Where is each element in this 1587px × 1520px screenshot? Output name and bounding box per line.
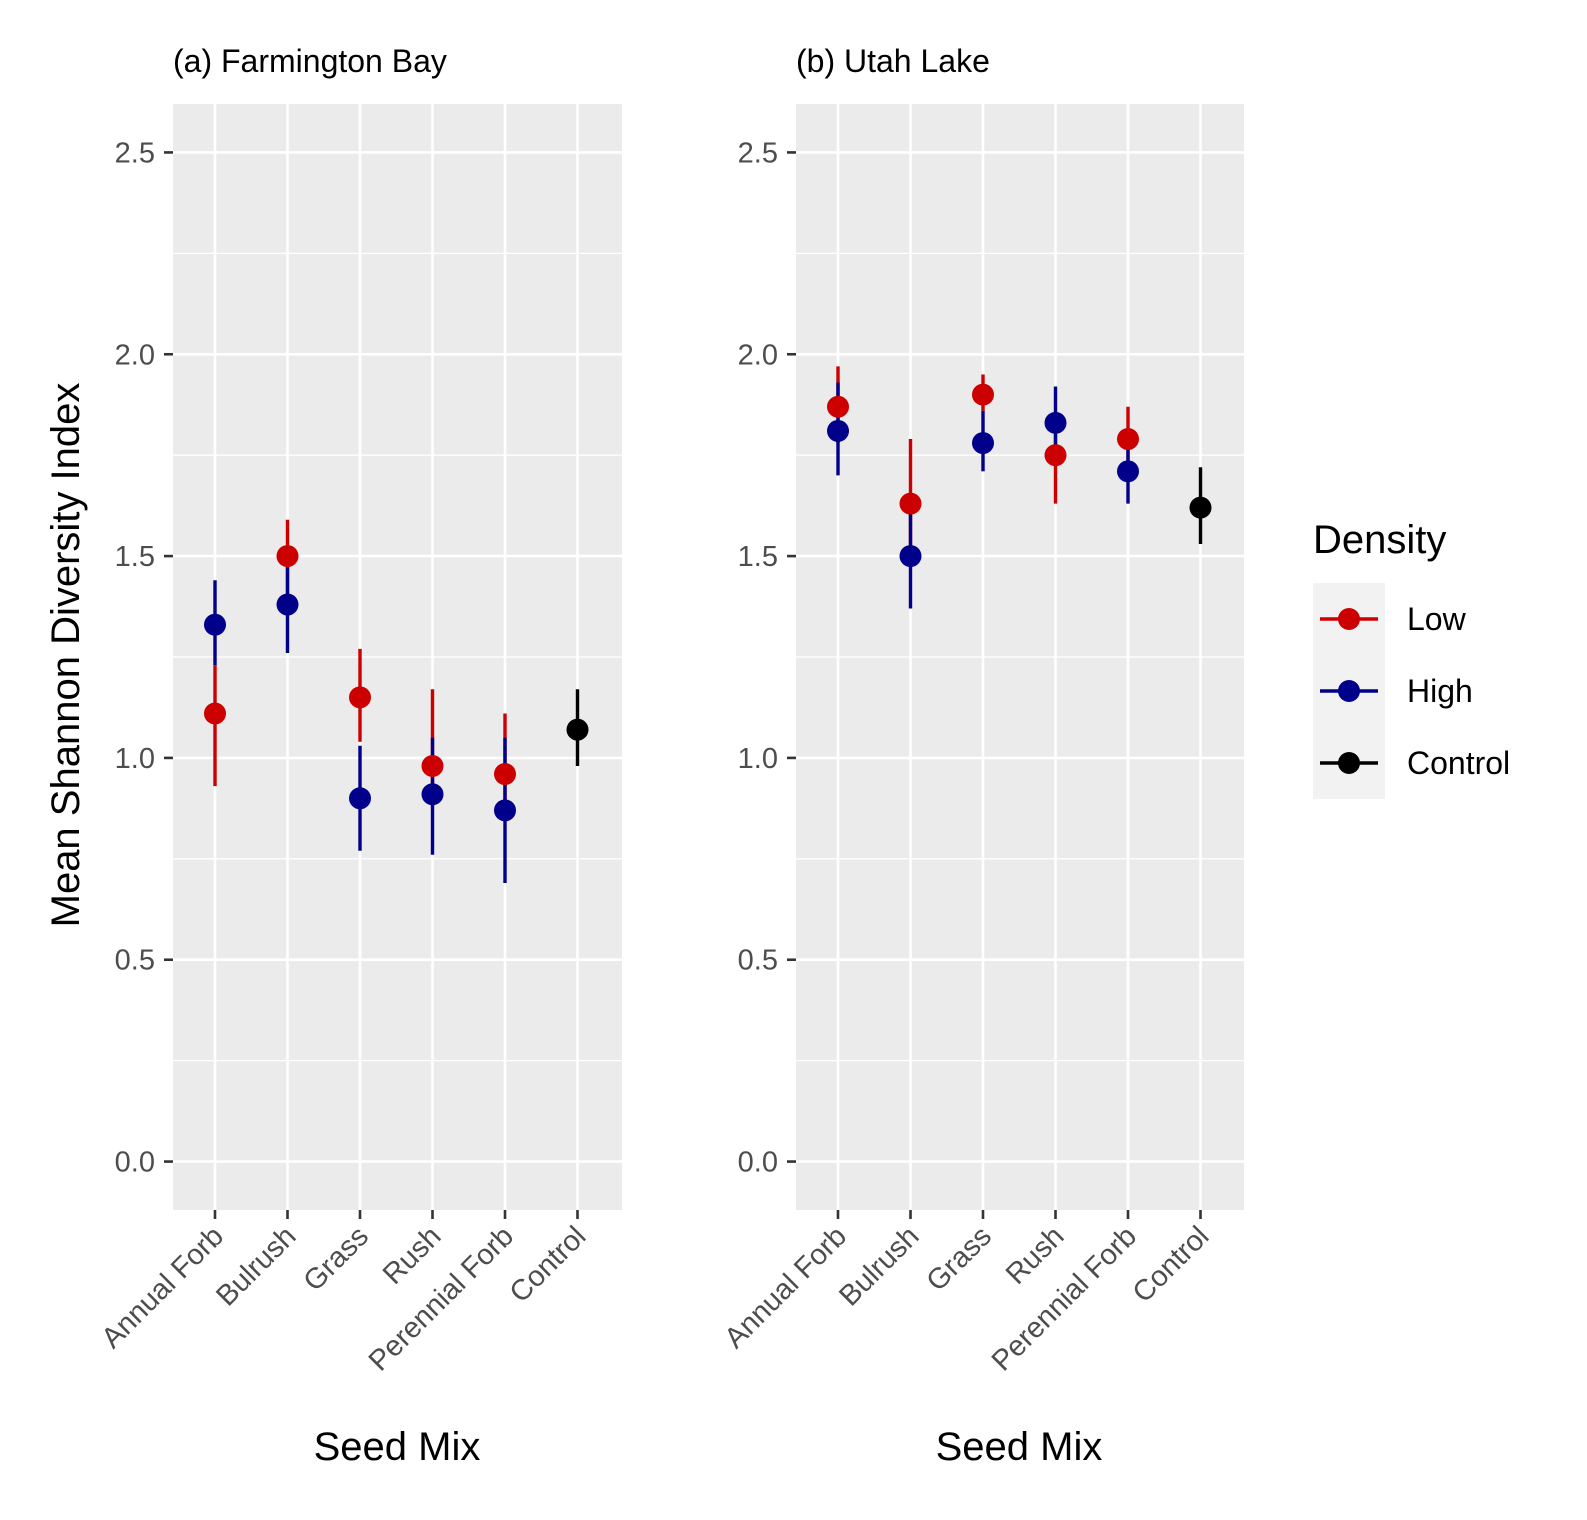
panel-b-plot: 0.0 0.5 1.0 1.5 2.0 2.5 Annual ForbBulrushGras… bbox=[719, 104, 1244, 1377]
point-high-annual-forb bbox=[204, 613, 226, 636]
point-low-grass bbox=[972, 383, 994, 406]
point-low-annual-forb bbox=[204, 702, 226, 725]
point-high-perennial-forb bbox=[494, 799, 516, 822]
y-tick-label: 1.5 bbox=[115, 541, 155, 573]
legend-point-control bbox=[1338, 752, 1360, 774]
x-tick-label-annual-forb: Annual Forb bbox=[719, 1220, 853, 1354]
legend-title: Density bbox=[1313, 518, 1446, 562]
x-axis-title-a: Seed Mix bbox=[314, 1425, 481, 1469]
point-low-rush bbox=[1044, 444, 1067, 467]
point-high-rush bbox=[1044, 411, 1067, 434]
x-tick-label-control: Control bbox=[504, 1220, 593, 1309]
point-high-perennial-forb bbox=[1117, 460, 1139, 483]
x-tick-label-grass: Grass bbox=[921, 1220, 998, 1297]
point-high-bulrush bbox=[899, 545, 922, 568]
legend-point-low bbox=[1338, 608, 1360, 630]
y-tick-label: 1.0 bbox=[115, 743, 155, 775]
x-axis-title-b: Seed Mix bbox=[936, 1425, 1103, 1469]
point-low-bulrush bbox=[276, 545, 299, 568]
point-control-control bbox=[566, 718, 589, 741]
x-tick-label-grass: Grass bbox=[298, 1220, 375, 1297]
panel-title-b: (b) Utah Lake bbox=[796, 43, 990, 79]
legend: Density Low High Control bbox=[1313, 518, 1510, 799]
legend-keys: Low High Control bbox=[1313, 583, 1510, 799]
y-tick-label: 0.0 bbox=[115, 1147, 155, 1179]
point-low-bulrush bbox=[899, 492, 922, 515]
y-tick-label: 2.0 bbox=[115, 339, 155, 371]
point-low-perennial-forb bbox=[1117, 428, 1139, 451]
y-tick-label: 0.0 bbox=[738, 1147, 778, 1179]
point-low-perennial-forb bbox=[494, 763, 516, 786]
point-low-annual-forb bbox=[827, 395, 849, 418]
panel-utah-lake: (b) Utah Lake 0.0 0.5 1.0 1.5 2.0 2.5 Annual F… bbox=[719, 43, 1244, 1469]
point-low-rush bbox=[421, 754, 444, 777]
y-tick-label: 1.0 bbox=[738, 743, 778, 775]
legend-label-low: Low bbox=[1407, 601, 1467, 637]
x-tick-label-bulrush: Bulrush bbox=[833, 1220, 925, 1312]
point-high-grass bbox=[349, 787, 371, 810]
y-axis-title: Mean Shannon Diversity Index bbox=[44, 383, 88, 928]
point-control-control bbox=[1189, 496, 1212, 519]
point-low-grass bbox=[349, 686, 371, 709]
point-high-rush bbox=[421, 783, 444, 806]
point-high-annual-forb bbox=[827, 419, 849, 442]
panel-farmington-bay: (a) Farmington Bay 0.0 0.5 1.0 1.5 2.0 2.5 Ann… bbox=[96, 43, 622, 1469]
y-tick-label: 2.0 bbox=[738, 339, 778, 371]
legend-label-high: High bbox=[1407, 673, 1473, 709]
y-tick-label: 2.5 bbox=[738, 137, 778, 169]
point-high-bulrush bbox=[276, 593, 299, 616]
panel-a-plot: 0.0 0.5 1.0 1.5 2.0 2.5 Annual ForbBulrushGras… bbox=[96, 104, 622, 1377]
y-tick-label: 0.5 bbox=[738, 945, 778, 977]
legend-label-control: Control bbox=[1407, 745, 1510, 781]
panel-title-a: (a) Farmington Bay bbox=[173, 43, 447, 79]
y-tick-label: 1.5 bbox=[738, 541, 778, 573]
x-tick-label-annual-forb: Annual Forb bbox=[96, 1220, 230, 1354]
x-tick-label-control: Control bbox=[1127, 1220, 1216, 1309]
x-tick-label-bulrush: Bulrush bbox=[210, 1220, 302, 1312]
legend-point-high bbox=[1338, 680, 1360, 702]
y-tick-label: 2.5 bbox=[115, 137, 155, 169]
point-high-grass bbox=[972, 432, 994, 455]
y-tick-label: 0.5 bbox=[115, 945, 155, 977]
